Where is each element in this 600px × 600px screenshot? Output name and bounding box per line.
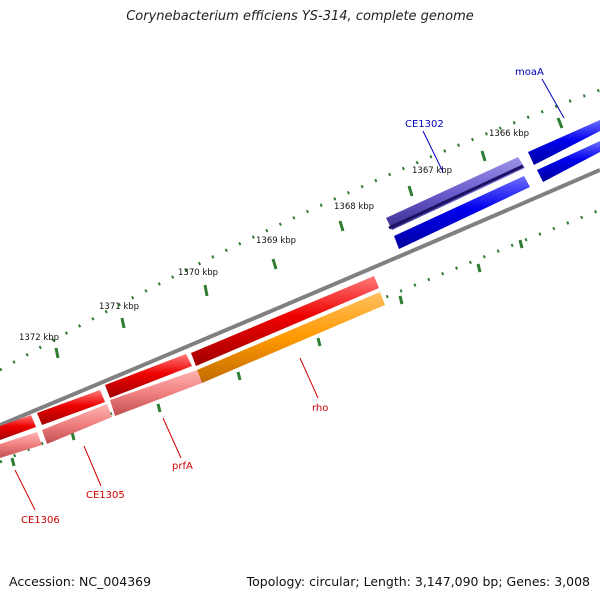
map-title: Corynebacterium efficiens YS-314, comple…	[126, 9, 474, 24]
gene-label-prfA: prfA	[172, 461, 193, 472]
accession-text: Accession: NC_004369	[9, 574, 152, 589]
gene-arrow	[110, 370, 202, 416]
tick-labels: 1366 kbp 1367 kbp 1368 kbp 1369 kbp 1370…	[19, 129, 529, 343]
gene-arrow	[394, 176, 530, 249]
gene-label-CE1306: CE1306	[21, 515, 60, 526]
forward-strand-genes	[386, 120, 600, 249]
gene-arrow	[528, 120, 600, 165]
gene-arrow	[0, 415, 36, 440]
tick-label: 1367 kbp	[412, 166, 452, 176]
tick-label: 1372 kbp	[19, 333, 59, 343]
gene-leader-lines	[14, 78, 565, 511]
gene-arrow	[537, 141, 600, 182]
gene-arrow	[42, 404, 112, 444]
tick-label: 1366 kbp	[489, 129, 529, 139]
gene-label-CE1305: CE1305	[86, 490, 125, 501]
genome-backbone	[0, 168, 600, 427]
tick-label: 1368 kbp	[334, 202, 374, 212]
gene-labels: moaA CE1302 rho prfA CE1305 CE1306	[21, 67, 544, 526]
gene-arrow	[105, 354, 192, 398]
tick-label: 1370 kbp	[178, 268, 218, 278]
gene-label-moaA: moaA	[515, 67, 544, 78]
gene-arrow	[191, 276, 379, 366]
major-ticks	[10, 117, 564, 467]
tick-label: 1369 kbp	[256, 236, 296, 246]
gene-label-rho: rho	[312, 403, 328, 414]
genome-summary-text: Topology: circular; Length: 3,147,090 bp…	[246, 574, 590, 589]
tick-label: 1371 kbp	[99, 302, 139, 312]
gene-arrow	[37, 390, 105, 425]
reverse-strand-genes	[0, 276, 385, 458]
gene-arrow	[0, 432, 42, 458]
gene-arrow	[197, 292, 385, 383]
gene-label-CE1302: CE1302	[405, 119, 444, 130]
